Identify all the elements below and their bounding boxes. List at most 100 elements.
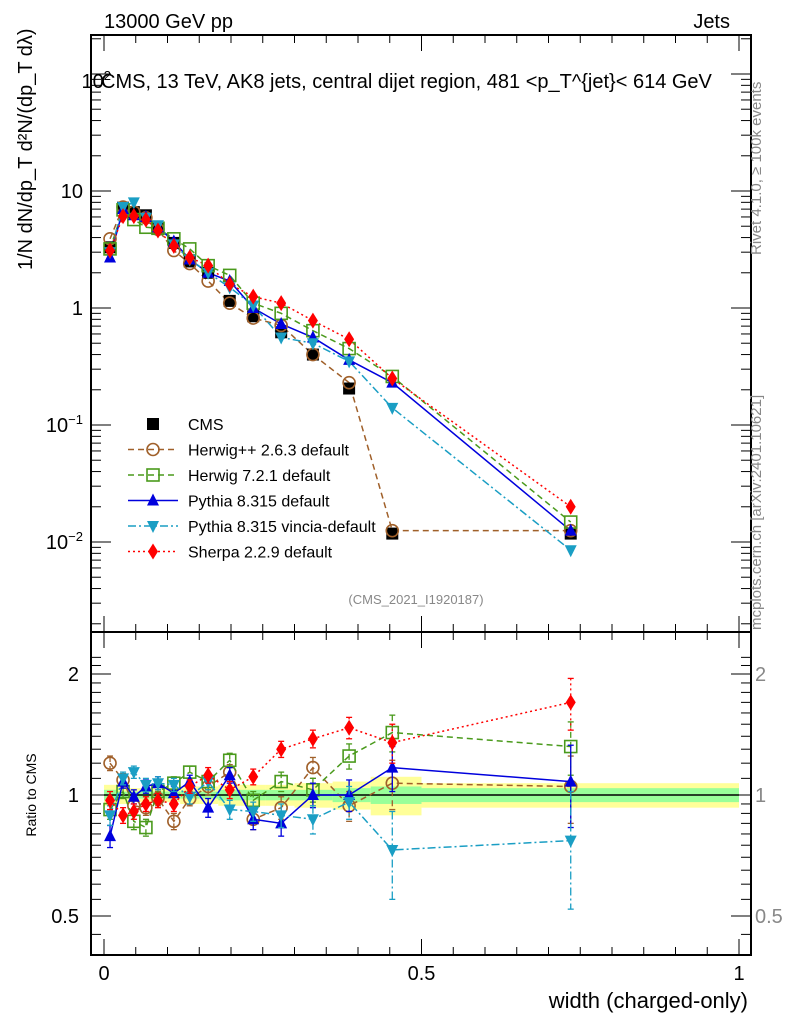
data-point-vincia xyxy=(202,267,215,280)
ratio-point-sherpa xyxy=(344,719,355,736)
ratio-point-herwigpp xyxy=(167,814,181,829)
ratio-point-sherpa xyxy=(565,694,576,711)
data-point-herwigpp xyxy=(385,523,400,538)
x-tick-label: 0.5 xyxy=(408,963,436,985)
legend-label: Pythia 8.315 vincia-default xyxy=(188,519,376,536)
ratio-point-herwig7 xyxy=(342,749,356,763)
data-point-sherpa xyxy=(565,498,576,515)
header-right: Jets xyxy=(693,11,730,33)
ratio-point-vincia xyxy=(117,773,130,786)
legend-marker xyxy=(147,493,159,506)
data-point-sherpa xyxy=(152,222,163,239)
legend-label: CMS xyxy=(188,417,224,434)
ratio-point-vincia xyxy=(183,791,196,804)
ratio-point-sherpa xyxy=(105,792,116,809)
data-point-sherpa xyxy=(105,242,116,259)
ratio-panel: 0 0.5 1 0.5 0.5 1 1 2 2 xyxy=(51,616,783,985)
main-frame xyxy=(90,34,752,633)
ratio-point-vincia xyxy=(167,779,180,792)
y-tick-label: 102 xyxy=(82,68,111,93)
ratio-point-sherpa xyxy=(387,734,398,751)
data-point-pythia xyxy=(564,523,577,536)
ratio-point-vincia xyxy=(104,810,117,823)
mcplots-credit: mcplots.cern.ch [arXiv:2401.10621] xyxy=(748,395,765,630)
data-point-vincia xyxy=(127,197,140,210)
legend-item: Herwig 7.2.1 default xyxy=(128,468,331,485)
ratio-point-vincia xyxy=(386,844,399,857)
ratio-point-vincia xyxy=(564,835,577,848)
legend-item: CMS xyxy=(147,417,224,434)
ratio-point-herwigpp xyxy=(103,756,117,770)
main-ylabel: 1/N dN/dp_T d²N/(dp_T dλ) xyxy=(15,28,37,270)
data-point-sherpa xyxy=(387,370,398,387)
ratio-point-sherpa xyxy=(184,778,195,795)
legend-marker xyxy=(147,418,159,430)
data-point-vincia xyxy=(275,332,288,345)
xlabel: width (charged-only) xyxy=(548,988,748,1013)
ratio-point-vincia xyxy=(223,804,236,817)
data-point-sherpa xyxy=(118,208,129,225)
legend-label: Pythia 8.315 default xyxy=(188,494,330,511)
ratio-point-vincia xyxy=(343,797,356,810)
x-tick-label: 0 xyxy=(98,963,109,985)
ratio-point-herwigpp xyxy=(306,760,320,775)
legend-label: Sherpa 2.2.9 default xyxy=(188,545,333,562)
ratio-y-tick-label: 0.5 xyxy=(51,906,79,928)
ratio-y-tick-label-right: 1 xyxy=(755,785,766,807)
data-point-cms xyxy=(386,527,399,540)
legend-item: Sherpa 2.2.9 default xyxy=(128,543,333,562)
ratio-point-pythia xyxy=(386,760,399,773)
legend-marker xyxy=(148,543,158,560)
legend-item: Herwig++ 2.6.3 default xyxy=(128,443,350,460)
ratio-point-pythia xyxy=(223,768,236,781)
data-point-sherpa xyxy=(224,276,235,293)
legend-item: Pythia 8.315 default xyxy=(128,493,330,511)
ratio-point-vincia xyxy=(306,814,319,827)
chart-title: CMS, 13 TeV, AK8 jets, central dijet reg… xyxy=(101,71,713,93)
legend-item: Pythia 8.315 vincia-default xyxy=(128,519,376,536)
legend: CMS Herwig++ 2.6.3 default Herwig 7.2.1 de… xyxy=(128,417,376,562)
ratio-point-sherpa xyxy=(224,781,235,798)
ratio-y-tick-label-right: 0.5 xyxy=(755,906,783,928)
main-series-line-herwig7 xyxy=(109,208,572,523)
ratio-point-pythia xyxy=(564,774,577,787)
ratio-point-sherpa xyxy=(128,803,139,820)
data-point-sherpa xyxy=(276,295,287,312)
data-point-vincia xyxy=(247,300,260,313)
ratio-y-tick-label: 1 xyxy=(68,785,79,807)
ratio-point-herwig7 xyxy=(139,820,153,835)
data-point-sherpa xyxy=(203,257,214,274)
ratio-point-sherpa xyxy=(140,795,151,812)
ratio-ylabel: Ratio to CMS xyxy=(23,753,39,836)
ratio-point-sherpa xyxy=(152,792,163,809)
data-point-sherpa xyxy=(248,288,259,305)
ratio-point-vincia xyxy=(247,806,260,819)
ratio-point-vincia xyxy=(275,810,288,823)
ratio-point-pythia xyxy=(127,789,140,802)
data-point-sherpa xyxy=(168,237,179,254)
data-point-sherpa xyxy=(140,211,151,228)
data-point-sherpa xyxy=(344,331,355,348)
ratio-point-sherpa xyxy=(276,741,287,758)
ratio-point-sherpa xyxy=(118,807,129,824)
data-point-herwigpp xyxy=(342,375,356,390)
data-point-vincia xyxy=(306,338,319,351)
data-point-vincia xyxy=(386,402,399,415)
data-point-herwigpp xyxy=(222,296,237,310)
header-left: 13000 GeV pp xyxy=(104,11,233,33)
y-tick-label: 10−2 xyxy=(46,529,83,554)
rivet-version: Rivet 4.1.0, ≥ 100k events xyxy=(748,82,765,255)
data-point-sherpa xyxy=(184,249,195,266)
data-point-vincia xyxy=(117,201,130,214)
ratio-point-sherpa xyxy=(248,768,259,785)
ratio-point-sherpa xyxy=(203,767,214,784)
ratio-point-herwig7 xyxy=(274,774,288,789)
y-tick-label: 10−1 xyxy=(46,412,83,437)
y-tick-label: 10 xyxy=(61,181,83,203)
title-main: CMS, 13 TeV, AK8 jets, central dijet reg… xyxy=(101,71,713,93)
ratio-y-tick-label: 2 xyxy=(68,664,79,686)
ratio-point-pythia xyxy=(104,829,117,842)
ratio-point-vincia xyxy=(139,779,152,792)
data-point-vincia xyxy=(564,545,577,558)
